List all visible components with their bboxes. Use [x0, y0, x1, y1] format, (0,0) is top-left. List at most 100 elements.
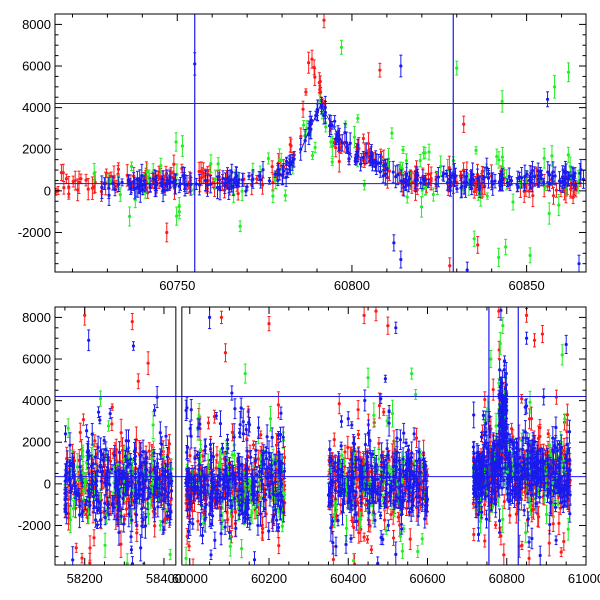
data-points: [55, 14, 586, 272]
red-data-point: [554, 182, 558, 198]
green-data-point: [566, 517, 570, 541]
blue-data-point: [203, 169, 208, 192]
red-data-point: [206, 416, 211, 430]
red-data-point: [472, 527, 476, 542]
blue-data-point: [120, 178, 124, 187]
red-data-point: [337, 393, 341, 415]
y-tick-label: 4000: [22, 100, 51, 115]
red-data-point: [196, 511, 200, 531]
red-outlier-point: [322, 14, 326, 29]
blue-data-point: [280, 165, 284, 186]
green-data-point: [497, 151, 501, 169]
blue-data-point: [527, 536, 531, 548]
blue-data-point: [445, 175, 449, 191]
blue-data-point: [281, 426, 285, 448]
green-data-point: [71, 500, 76, 518]
blue-data-point: [284, 156, 289, 166]
red-data-point: [88, 552, 92, 565]
green-data-point: [240, 539, 244, 559]
y-tick-label: 6000: [22, 352, 51, 367]
red-outlier-point: [362, 307, 366, 325]
green-data-point: [268, 406, 273, 432]
green-data-point: [242, 582, 245, 600]
blue-data-point: [441, 171, 445, 181]
blue-data-point: [151, 172, 155, 186]
blue-data-point: [385, 158, 389, 179]
blue-data-point: [484, 509, 489, 529]
green-data-point: [524, 522, 528, 543]
blue-outlier-point: [87, 329, 91, 352]
green-data-point: [80, 447, 85, 455]
blue-data-point: [386, 519, 390, 532]
blue-data-point: [138, 169, 142, 193]
green-data-point: [402, 524, 406, 533]
red-outlier-point: [146, 351, 150, 376]
y-tick-label: -2000: [18, 518, 51, 533]
red-outlier-point: [476, 236, 480, 254]
red-data-point: [559, 547, 563, 558]
blue-data-point: [333, 115, 337, 128]
x-tick-label: 60200: [251, 571, 287, 586]
red-data-point: [84, 173, 88, 187]
blue-data-point: [416, 168, 420, 182]
blue-outlier-point: [465, 261, 469, 272]
green-outlier-point: [560, 344, 564, 366]
green-data-point: [280, 520, 284, 533]
green-data-point: [416, 544, 420, 559]
red-data-point: [391, 529, 396, 546]
red-outlier-point: [374, 307, 378, 322]
blue-data-point: [557, 171, 562, 192]
red-data-point: [502, 493, 506, 510]
red-data-point: [110, 417, 114, 431]
red-data-point: [554, 389, 559, 405]
green-data-point: [372, 402, 376, 428]
green-data-point: [168, 548, 172, 561]
blue-data-point: [85, 424, 89, 438]
red-data-point: [361, 133, 366, 144]
blue-data-point: [218, 410, 223, 437]
blue-data-point: [129, 181, 133, 195]
green-data-point: [159, 157, 163, 174]
green-data-point: [563, 413, 567, 425]
blue-data-point: [572, 171, 577, 182]
blue-data-point: [378, 153, 383, 172]
blue-data-point: [191, 518, 195, 530]
red-data-point: [277, 537, 281, 555]
red-data-point: [119, 418, 123, 447]
green-data-point: [431, 187, 435, 202]
red-outlier-point: [386, 316, 390, 335]
blue-data-point: [232, 423, 236, 452]
green-outlier-point: [243, 363, 247, 384]
red-data-point: [377, 392, 382, 419]
red-data-point: [260, 524, 265, 541]
green-data-point: [385, 415, 389, 427]
blue-data-point: [525, 170, 529, 178]
blue-outlier-point: [399, 54, 403, 78]
blue-data-point: [102, 436, 106, 445]
red-outlier-point: [378, 62, 382, 78]
blue-data-point: [532, 166, 536, 187]
blue-data-point: [227, 169, 231, 194]
red-data-point: [551, 515, 555, 532]
red-data-point: [270, 160, 274, 173]
blue-data-point: [468, 170, 473, 191]
blue-data-point: [498, 179, 502, 192]
red-data-point: [331, 545, 335, 565]
y-tick-label: 6000: [22, 59, 51, 74]
blue-data-point: [261, 161, 265, 179]
red-data-point: [337, 150, 341, 173]
blue-data-point: [378, 511, 383, 520]
red-data-point: [71, 175, 75, 188]
blue-data-point: [219, 522, 223, 546]
blue-data-point: [71, 546, 75, 565]
blue-data-point: [68, 432, 72, 459]
green-outlier-point: [98, 390, 103, 407]
red-data-point: [93, 434, 97, 448]
red-data-point: [356, 429, 360, 440]
red-data-point: [408, 528, 412, 550]
red-data-point: [119, 530, 123, 558]
blue-data-point: [241, 408, 245, 436]
blue-data-point: [153, 178, 157, 198]
green-data-point: [362, 179, 366, 191]
green-data-point: [418, 153, 422, 168]
